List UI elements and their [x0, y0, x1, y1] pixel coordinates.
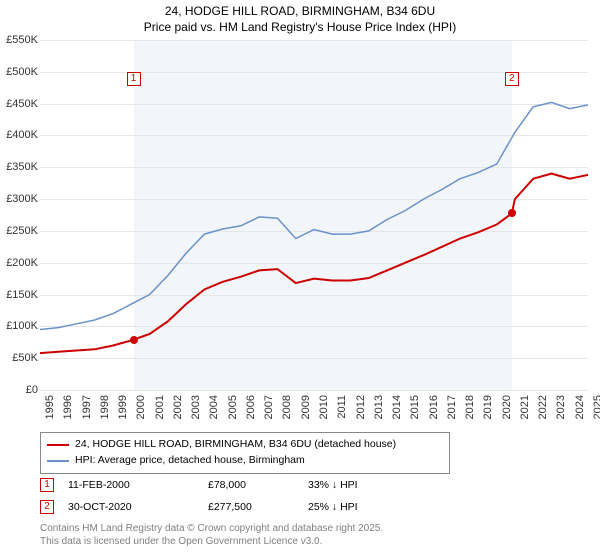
x-tick: 2003 — [190, 395, 202, 419]
x-tick: 2011 — [336, 395, 348, 419]
legend: 24, HODGE HILL ROAD, BIRMINGHAM, B34 6DU… — [40, 432, 450, 474]
title-block: 24, HODGE HILL ROAD, BIRMINGHAM, B34 6DU… — [0, 0, 600, 35]
plot: £0£50K£100K£150K£200K£250K£300K£350K£400… — [40, 40, 588, 390]
y-tick: £0 — [0, 384, 38, 396]
x-tick: 2008 — [281, 395, 293, 419]
x-tick: 2013 — [373, 395, 385, 419]
chart-marker-1: 1 — [127, 72, 141, 86]
sales-pct-0: 33% ↓ HPI — [308, 479, 408, 491]
x-tick: 2002 — [172, 395, 184, 419]
sales-pct-1: 25% ↓ HPI — [308, 501, 408, 513]
y-tick: £400K — [0, 129, 38, 141]
sales-marker-1: 2 — [40, 500, 54, 514]
x-tick: 2005 — [227, 395, 239, 419]
x-tick: 2024 — [574, 395, 586, 419]
x-tick: 2004 — [208, 395, 220, 419]
legend-swatch-0 — [47, 444, 69, 446]
x-tick: 2001 — [154, 395, 166, 419]
x-tick: 2015 — [409, 395, 421, 419]
x-tick: 1996 — [62, 395, 74, 419]
chart-container: 24, HODGE HILL ROAD, BIRMINGHAM, B34 6DU… — [0, 0, 600, 560]
x-tick: 2021 — [519, 395, 531, 419]
x-tick: 2020 — [501, 395, 513, 419]
x-tick: 2025 — [592, 395, 600, 419]
chart-area: £0£50K£100K£150K£200K£250K£300K£350K£400… — [40, 40, 588, 390]
x-tick: 1999 — [117, 395, 129, 419]
gridline — [40, 390, 588, 391]
x-tick: 2009 — [300, 395, 312, 419]
x-tick: 1998 — [99, 395, 111, 419]
x-tick: 2023 — [555, 395, 567, 419]
y-tick: £500K — [0, 66, 38, 78]
sale-dot-2 — [508, 209, 516, 217]
x-tick: 2012 — [355, 395, 367, 419]
x-tick: 2014 — [391, 395, 403, 419]
legend-label-0: 24, HODGE HILL ROAD, BIRMINGHAM, B34 6DU… — [75, 437, 396, 453]
y-tick: £150K — [0, 289, 38, 301]
x-tick: 2019 — [482, 395, 494, 419]
x-tick: 2010 — [318, 395, 330, 419]
y-tick: £550K — [0, 34, 38, 46]
y-tick: £100K — [0, 320, 38, 332]
y-tick: £300K — [0, 193, 38, 205]
series-hpi — [40, 102, 588, 329]
sales-price-0: £78,000 — [208, 479, 308, 491]
footer-line2: This data is licensed under the Open Gov… — [40, 535, 383, 548]
legend-row-1: HPI: Average price, detached house, Birm… — [47, 453, 443, 469]
y-tick: £350K — [0, 161, 38, 173]
sales-price-1: £277,500 — [208, 501, 308, 513]
legend-swatch-1 — [47, 460, 69, 462]
sales-date-1: 30-OCT-2020 — [68, 501, 208, 513]
x-tick: 2007 — [263, 395, 275, 419]
legend-label-1: HPI: Average price, detached house, Birm… — [75, 453, 305, 469]
sales-row-1: 2 30-OCT-2020 £277,500 25% ↓ HPI — [40, 496, 408, 518]
x-tick: 2018 — [464, 395, 476, 419]
footer-line1: Contains HM Land Registry data © Crown c… — [40, 522, 383, 535]
sales-row-0: 1 11-FEB-2000 £78,000 33% ↓ HPI — [40, 474, 408, 496]
y-tick: £200K — [0, 257, 38, 269]
title-line2: Price paid vs. HM Land Registry's House … — [0, 20, 600, 36]
legend-row-0: 24, HODGE HILL ROAD, BIRMINGHAM, B34 6DU… — [47, 437, 443, 453]
footer: Contains HM Land Registry data © Crown c… — [40, 522, 383, 548]
series-price_paid — [40, 174, 588, 354]
sales-table: 1 11-FEB-2000 £78,000 33% ↓ HPI 2 30-OCT… — [40, 474, 408, 518]
title-line1: 24, HODGE HILL ROAD, BIRMINGHAM, B34 6DU — [0, 4, 600, 20]
x-tick: 2006 — [245, 395, 257, 419]
line-layer — [40, 40, 588, 390]
y-tick: £50K — [0, 352, 38, 364]
x-tick: 1997 — [81, 395, 93, 419]
x-tick: 2016 — [428, 395, 440, 419]
chart-marker-2: 2 — [505, 72, 519, 86]
sales-marker-0: 1 — [40, 478, 54, 492]
y-tick: £450K — [0, 98, 38, 110]
x-tick: 1995 — [44, 395, 56, 419]
sales-date-0: 11-FEB-2000 — [68, 479, 208, 491]
x-tick: 2017 — [446, 395, 458, 419]
x-tick: 2000 — [135, 395, 147, 419]
x-tick: 2022 — [537, 395, 549, 419]
y-tick: £250K — [0, 225, 38, 237]
sale-dot-1 — [130, 336, 138, 344]
